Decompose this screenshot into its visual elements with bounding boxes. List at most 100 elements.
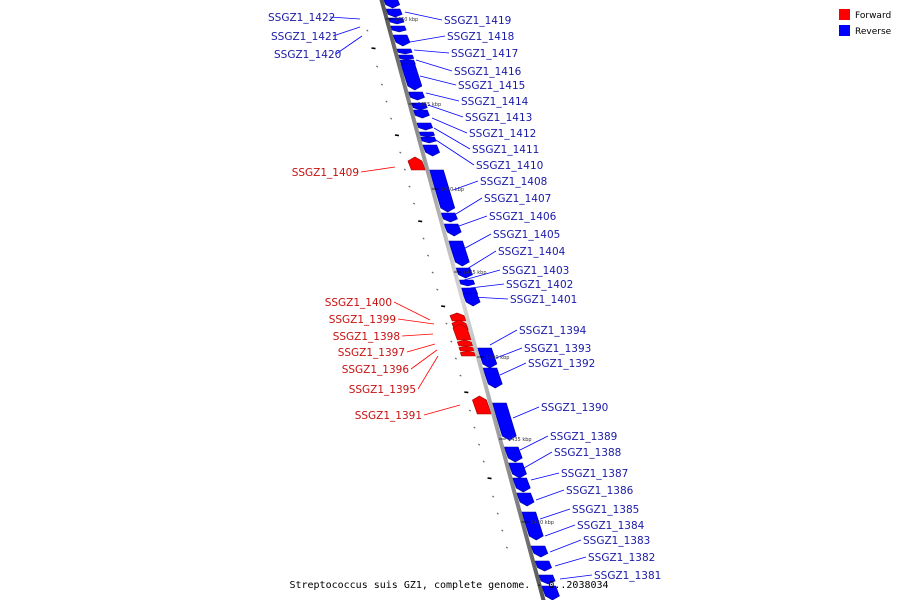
leader-line bbox=[469, 283, 505, 289]
gene-label-reverse[interactable]: SSGZ1_1415 bbox=[458, 80, 525, 92]
gene-label-reverse[interactable]: SSGZ1_1387 bbox=[561, 468, 628, 480]
gene-label-reverse[interactable]: SSGZ1_1406 bbox=[489, 211, 557, 223]
tick-marks bbox=[366, 29, 509, 549]
gene-label-reverse[interactable]: SSGZ1_1392 bbox=[528, 358, 595, 370]
reverse-gene-block[interactable] bbox=[448, 240, 470, 267]
leader-line bbox=[463, 269, 501, 281]
gene-label-reverse[interactable]: SSGZ1_1418 bbox=[447, 31, 514, 43]
leader-line bbox=[471, 296, 509, 300]
leader-line bbox=[458, 215, 488, 227]
forward-gene-block[interactable] bbox=[459, 350, 477, 357]
gene-label-reverse[interactable]: SSGZ1_1394 bbox=[519, 325, 587, 337]
gene-label-reverse[interactable]: SSGZ1_1414 bbox=[461, 96, 529, 108]
gene-label-forward[interactable]: SSGZ1_1395 bbox=[349, 384, 416, 396]
leader-line bbox=[433, 127, 471, 150]
reverse-gene-block[interactable] bbox=[418, 131, 435, 138]
gene-label-reverse[interactable]: SSGZ1_1416 bbox=[454, 66, 522, 78]
reverse-gene-block[interactable] bbox=[422, 144, 441, 157]
gene-label-reverse[interactable]: SSGZ1_1384 bbox=[577, 520, 645, 532]
gene-label-reverse[interactable]: SSGZ1_1412 bbox=[469, 128, 536, 140]
leader-line bbox=[393, 301, 431, 321]
reverse-gene-block[interactable] bbox=[400, 63, 423, 91]
reverse-gene-block[interactable] bbox=[530, 545, 549, 558]
gene-label-reverse[interactable]: SSGZ1_1411 bbox=[472, 144, 539, 156]
kbp-marker-label: 1460 kbp bbox=[395, 17, 419, 23]
gene-label-reverse[interactable]: SSGZ1_1404 bbox=[498, 246, 566, 258]
gene-label-reverse[interactable]: SSGZ1_1402 bbox=[506, 279, 573, 291]
gene-label-reverse[interactable]: SSGZ1_1381 bbox=[594, 570, 661, 582]
forward-gene-block[interactable] bbox=[407, 156, 426, 171]
reverse-gene-block[interactable] bbox=[412, 109, 430, 119]
tick-mark bbox=[422, 237, 425, 240]
reverse-gene-block[interactable] bbox=[429, 169, 456, 213]
forward-gene-block[interactable] bbox=[458, 345, 475, 352]
reverse-gene-block[interactable] bbox=[396, 48, 413, 55]
gene-label-reverse[interactable]: SSGZ1_1405 bbox=[493, 229, 560, 241]
gene-label-forward[interactable]: SSGZ1_1400 bbox=[325, 297, 392, 309]
reverse-gene-block[interactable] bbox=[491, 402, 517, 441]
reverse-gene-block[interactable] bbox=[538, 574, 556, 585]
reverse-gene-block[interactable] bbox=[458, 279, 476, 287]
gene-label-reverse[interactable]: SSGZ1_1401 bbox=[510, 294, 577, 306]
reverse-gene-block[interactable] bbox=[534, 560, 553, 572]
reverse-gene-block[interactable] bbox=[482, 367, 503, 389]
gene-label-reverse[interactable]: SSGZ1_1413 bbox=[465, 112, 532, 124]
gene-label-forward[interactable]: SSGZ1_1391 bbox=[355, 410, 422, 422]
gene-label-reverse[interactable]: SSGZ1_1385 bbox=[572, 504, 639, 516]
reverse-gene-block[interactable] bbox=[516, 492, 535, 507]
kbp-marker-label: 1450 kbp bbox=[441, 187, 465, 193]
reverse-gene-block[interactable] bbox=[508, 462, 527, 479]
reverse-gene-block[interactable] bbox=[416, 122, 434, 131]
gene-label-reverse[interactable]: SSGZ1_1390 bbox=[541, 402, 608, 414]
reverse-gene-block[interactable] bbox=[521, 511, 544, 541]
gene-label-forward[interactable]: SSGZ1_1409 bbox=[292, 167, 359, 179]
leader-line bbox=[461, 250, 497, 273]
forward-gene-block[interactable] bbox=[456, 339, 474, 347]
reverse-gene-block[interactable] bbox=[462, 292, 481, 307]
gene-label-forward[interactable]: SSGZ1_1398 bbox=[333, 331, 400, 343]
reverse-gene-block[interactable] bbox=[385, 8, 403, 18]
gene-label-forward[interactable]: SSGZ1_1396 bbox=[342, 364, 410, 376]
gene-label-reverse[interactable]: SSGZ1_1386 bbox=[566, 485, 634, 497]
reverse-gene-block[interactable] bbox=[397, 54, 415, 61]
reverse-gene-block[interactable] bbox=[407, 91, 425, 101]
tick-mark bbox=[445, 322, 448, 325]
reverse-gene-block[interactable] bbox=[387, 17, 405, 25]
tick-mark bbox=[408, 185, 411, 188]
reverse-gene-block[interactable] bbox=[410, 102, 428, 111]
tick-mark bbox=[385, 100, 388, 103]
gene-label-reverse[interactable]: SSGZ1_1407 bbox=[484, 193, 551, 205]
gene-label-reverse[interactable]: SSGZ1_1417 bbox=[451, 48, 518, 60]
gene-label-forward[interactable]: SSGZ1_1397 bbox=[338, 347, 405, 359]
forward-gene-block[interactable] bbox=[449, 312, 467, 322]
reverse-gene-block[interactable] bbox=[503, 446, 523, 463]
reverse-gene-block[interactable] bbox=[455, 267, 473, 279]
gene-label-reverse[interactable]: SSGZ1_1421 bbox=[271, 31, 338, 43]
gene-label-forward[interactable]: SSGZ1_1399 bbox=[329, 314, 396, 326]
reverse-gene-block[interactable] bbox=[390, 25, 407, 33]
gene-label-reverse[interactable]: SSGZ1_1419 bbox=[444, 15, 511, 27]
gene-label-reverse[interactable]: SSGZ1_1408 bbox=[480, 176, 547, 188]
reverse-gene-block[interactable] bbox=[477, 347, 498, 369]
gene-label-reverse[interactable]: SSGZ1_1389 bbox=[550, 431, 617, 443]
reverse-gene-block[interactable] bbox=[420, 136, 437, 144]
leader-line bbox=[409, 35, 446, 43]
gene-label-reverse[interactable]: SSGZ1_1383 bbox=[583, 535, 650, 547]
forward-gene-block[interactable] bbox=[472, 395, 492, 415]
gene-label-reverse[interactable]: SSGZ1_1422 bbox=[268, 12, 335, 24]
reverse-gene-block[interactable] bbox=[383, 0, 401, 9]
reverse-gene-block[interactable] bbox=[512, 477, 531, 493]
reverse-gene-block[interactable] bbox=[392, 34, 411, 47]
gene-label-reverse[interactable]: SSGZ1_1410 bbox=[476, 160, 543, 172]
reverse-gene-block[interactable] bbox=[541, 585, 560, 600]
forward-gene-block[interactable] bbox=[452, 323, 472, 341]
leader-line bbox=[360, 166, 396, 173]
gene-label-reverse[interactable]: SSGZ1_1388 bbox=[554, 447, 621, 459]
gene-label-reverse[interactable]: SSGZ1_1382 bbox=[588, 552, 655, 564]
reverse-gene-block[interactable] bbox=[443, 223, 462, 237]
gene-label-reverse[interactable]: SSGZ1_1420 bbox=[274, 49, 341, 61]
gene-label-reverse[interactable]: SSGZ1_1393 bbox=[524, 343, 591, 355]
gene-label-reverse[interactable]: SSGZ1_1403 bbox=[502, 265, 569, 277]
reverse-gene-block[interactable] bbox=[440, 212, 458, 223]
